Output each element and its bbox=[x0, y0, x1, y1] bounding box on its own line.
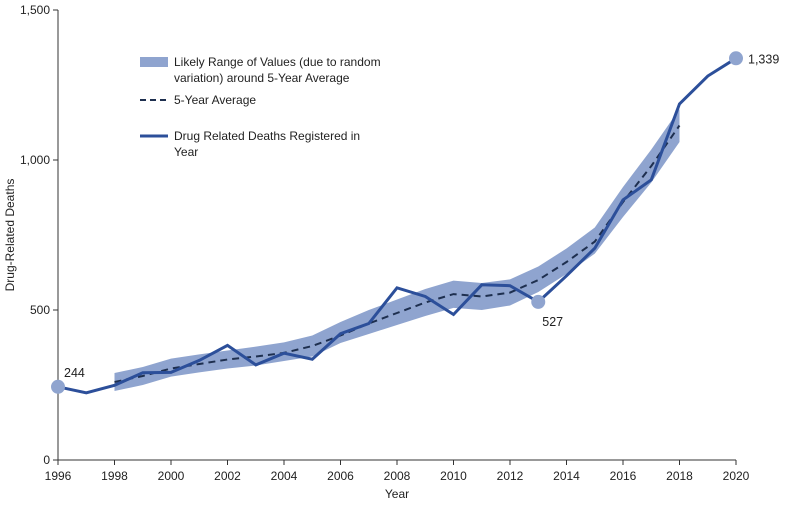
annotation-marker bbox=[729, 51, 743, 66]
x-tick-label: 2016 bbox=[610, 469, 637, 483]
drug-deaths-line bbox=[57, 57, 737, 395]
x-tick-label: 2006 bbox=[327, 469, 354, 483]
x-tick-label: 2004 bbox=[271, 469, 298, 483]
legend-entry: 5-Year Average bbox=[174, 93, 256, 107]
annotation-label: 244 bbox=[64, 366, 85, 380]
x-tick-label: 2020 bbox=[723, 469, 750, 483]
legend-entry-line: 5-Year Average bbox=[174, 93, 256, 107]
y-tick-label: 1,000 bbox=[20, 153, 50, 167]
plot-marks: 244 527 1,339 bbox=[51, 51, 779, 395]
axes: 0 500 1,000 1,500 1996 1998 2000 2002 2004 2006 20… bbox=[20, 3, 750, 483]
x-tick-label: 2010 bbox=[440, 469, 467, 483]
legend-entry-line: Drug Related Deaths Registered in bbox=[174, 129, 360, 143]
legend-swatch-band bbox=[140, 57, 168, 67]
y-tick-label: 0 bbox=[43, 453, 50, 467]
annotation-marker bbox=[51, 379, 65, 394]
x-tick-label: 2000 bbox=[158, 469, 185, 483]
x-tick-label: 1996 bbox=[45, 469, 72, 483]
y-tick-label: 500 bbox=[30, 303, 50, 317]
legend-entry: Likely Range of Values (due to random var… bbox=[174, 55, 381, 85]
legend-entry-line: Likely Range of Values (due to random bbox=[174, 55, 381, 69]
likely-range-band bbox=[114, 109, 680, 391]
x-tick-label: 2012 bbox=[497, 469, 524, 483]
annotation-label: 1,339 bbox=[748, 52, 779, 66]
x-tick-label: 1998 bbox=[101, 469, 128, 483]
x-tick-label: 2002 bbox=[214, 469, 241, 483]
x-tick-label: 2008 bbox=[384, 469, 411, 483]
x-axis-title: Year bbox=[385, 487, 409, 501]
legend: Likely Range of Values (due to random var… bbox=[140, 55, 381, 159]
legend-entry: Drug Related Deaths Registered in Year bbox=[174, 129, 360, 159]
legend-entry-line: variation) around 5-Year Average bbox=[174, 71, 350, 85]
y-tick-label: 1,500 bbox=[20, 3, 50, 17]
x-tick-label: 2018 bbox=[666, 469, 693, 483]
y-axis-title: Drug-Related Deaths bbox=[3, 179, 17, 292]
annotation-label: 527 bbox=[542, 315, 563, 329]
five-year-average-line bbox=[114, 124, 681, 383]
x-tick-label: 2014 bbox=[553, 469, 580, 483]
legend-entry-line: Year bbox=[174, 145, 198, 159]
annotation-marker bbox=[531, 294, 546, 309]
